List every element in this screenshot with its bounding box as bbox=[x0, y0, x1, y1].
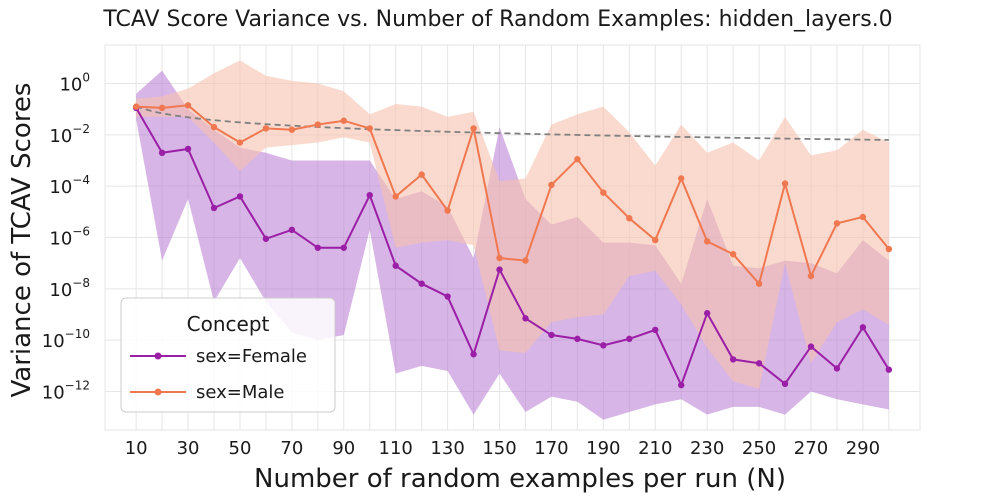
point-male bbox=[652, 236, 659, 244]
point-male bbox=[418, 171, 425, 178]
point-male bbox=[574, 156, 581, 163]
point-male bbox=[444, 207, 451, 214]
y-tick-labels: 100 10−2 10−4 10−6 10−8 10−10 10−12 bbox=[42, 71, 90, 404]
point-female bbox=[678, 381, 685, 389]
point-female bbox=[210, 204, 218, 212]
point-female bbox=[859, 324, 867, 331]
x-tick-label: 130 bbox=[430, 438, 464, 459]
point-female bbox=[781, 380, 789, 387]
legend-label-male: sex=Male bbox=[196, 382, 285, 403]
point-female bbox=[236, 193, 244, 200]
point-male bbox=[755, 280, 763, 287]
x-tick-label: 190 bbox=[586, 438, 620, 459]
point-male bbox=[522, 257, 529, 264]
point-male bbox=[210, 123, 218, 131]
legend-box bbox=[120, 297, 336, 413]
point-female bbox=[496, 266, 503, 273]
point-female bbox=[548, 331, 555, 339]
point-male bbox=[132, 103, 140, 110]
point-male bbox=[833, 220, 841, 227]
point-male bbox=[340, 117, 347, 124]
point-female bbox=[807, 343, 815, 350]
point-female bbox=[600, 342, 607, 349]
point-female bbox=[262, 235, 270, 242]
legend-title: Concept bbox=[187, 312, 270, 336]
x-tick-label: 170 bbox=[534, 438, 568, 459]
point-female bbox=[184, 145, 192, 153]
point-female bbox=[729, 356, 737, 363]
point-male bbox=[729, 250, 737, 258]
point-female bbox=[755, 360, 763, 367]
x-tick-label: 250 bbox=[742, 438, 776, 459]
point-female bbox=[366, 191, 373, 199]
point-male bbox=[600, 189, 607, 196]
x-tick-label: 110 bbox=[379, 438, 413, 459]
legend-label-female: sex=Female bbox=[196, 346, 307, 367]
y-tick-label: 10−12 bbox=[42, 379, 90, 404]
point-female bbox=[626, 335, 633, 343]
point-male bbox=[626, 215, 633, 222]
legend-marker-female bbox=[154, 352, 162, 360]
x-tick-label: 290 bbox=[846, 438, 880, 459]
series-line-female bbox=[135, 107, 890, 388]
series-line-male bbox=[136, 104, 890, 286]
chart-title: TCAV Score Variance vs. Number of Random… bbox=[102, 7, 892, 32]
point-female bbox=[158, 149, 166, 156]
point-male bbox=[262, 125, 270, 132]
x-tick-label: 270 bbox=[794, 438, 828, 459]
point-male bbox=[885, 245, 893, 253]
legend: Concept sex=Female sex=Male bbox=[120, 297, 336, 413]
point-female bbox=[703, 310, 711, 317]
point-male bbox=[548, 181, 555, 189]
point-male bbox=[288, 126, 296, 133]
x-tick-label: 210 bbox=[638, 438, 672, 459]
point-female bbox=[652, 326, 659, 334]
point-female bbox=[288, 226, 296, 233]
point-male bbox=[678, 175, 685, 182]
x-tick-label: 90 bbox=[332, 438, 355, 459]
point-male bbox=[470, 125, 477, 132]
x-axis-label: Number of random examples per run (N) bbox=[254, 464, 786, 494]
y-tick-label: 10−4 bbox=[49, 173, 90, 198]
point-male bbox=[366, 125, 373, 132]
variance-band-male bbox=[136, 60, 889, 389]
point-male bbox=[184, 102, 192, 109]
point-male bbox=[859, 213, 867, 221]
point-female bbox=[574, 335, 581, 343]
y-tick-label: 10−8 bbox=[49, 276, 90, 301]
y-tick-label: 10−6 bbox=[49, 225, 90, 250]
point-female bbox=[833, 365, 841, 372]
point-female bbox=[470, 351, 477, 358]
point-male bbox=[703, 238, 711, 245]
x-tick-label: 150 bbox=[482, 438, 516, 459]
x-tick-label: 50 bbox=[229, 438, 252, 459]
y-tick-label: 10−2 bbox=[49, 122, 90, 147]
point-female bbox=[340, 244, 347, 251]
legend-marker-male bbox=[154, 388, 162, 396]
y-axis-label: Variance of TCAV Scores bbox=[7, 83, 37, 398]
point-female bbox=[522, 315, 529, 322]
x-tick-label: 10 bbox=[125, 438, 148, 459]
point-male bbox=[496, 254, 503, 262]
y-tick-label: 100 bbox=[59, 71, 90, 96]
point-female bbox=[392, 262, 399, 269]
x-tick-label: 70 bbox=[280, 438, 303, 459]
x-tick-labels: 10 30 50 70 90 110 130 150 170 190 210 230 250 270 290 bbox=[125, 438, 880, 459]
point-female bbox=[444, 293, 451, 300]
point-male bbox=[807, 272, 815, 280]
point-male bbox=[314, 121, 322, 128]
series-lines bbox=[132, 102, 893, 389]
point-male bbox=[781, 180, 789, 187]
point-female bbox=[885, 366, 893, 373]
point-female bbox=[418, 280, 425, 287]
point-female bbox=[314, 244, 322, 251]
x-tick-label: 230 bbox=[690, 438, 724, 459]
point-male bbox=[158, 104, 166, 112]
x-tick-label: 30 bbox=[177, 438, 200, 459]
y-tick-label: 10−10 bbox=[42, 327, 90, 352]
point-male bbox=[392, 193, 399, 200]
point-male bbox=[236, 139, 244, 146]
